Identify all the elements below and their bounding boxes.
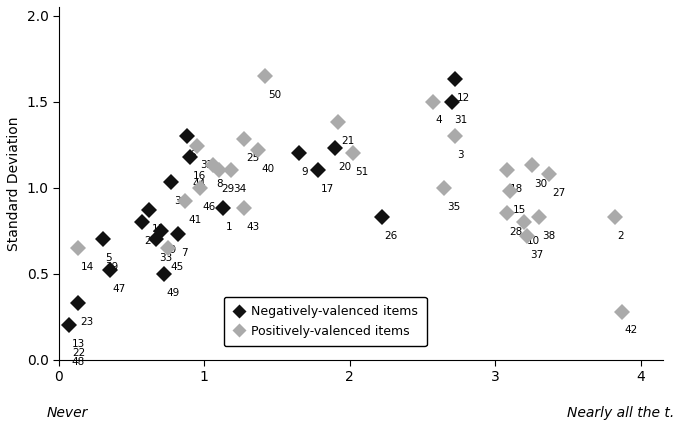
Text: 9: 9 xyxy=(302,167,308,177)
Text: 28: 28 xyxy=(510,227,523,237)
Text: 20: 20 xyxy=(338,162,351,172)
Text: 33: 33 xyxy=(159,253,173,263)
Text: 31: 31 xyxy=(454,115,468,126)
Text: 35: 35 xyxy=(447,201,460,212)
Legend: Negatively-valenced items, Positively-valenced items: Negatively-valenced items, Positively-va… xyxy=(224,297,427,346)
Text: 2: 2 xyxy=(617,231,624,241)
Text: 5
39: 5 39 xyxy=(105,253,118,272)
Text: 15: 15 xyxy=(513,205,526,215)
Text: 42: 42 xyxy=(624,325,638,335)
Text: 32: 32 xyxy=(200,160,213,170)
Text: 43: 43 xyxy=(246,222,260,232)
Text: 46: 46 xyxy=(203,201,216,212)
Text: 30: 30 xyxy=(534,179,547,189)
Text: 1: 1 xyxy=(226,222,233,232)
Text: 12: 12 xyxy=(458,93,471,103)
Text: 3: 3 xyxy=(458,150,464,160)
Text: 18: 18 xyxy=(510,184,523,194)
Text: 6: 6 xyxy=(190,150,197,160)
Text: 40: 40 xyxy=(261,164,274,174)
Text: 11: 11 xyxy=(152,224,165,234)
Text: 13
22
48: 13 22 48 xyxy=(72,339,85,367)
Text: 37: 37 xyxy=(530,250,543,260)
Text: 34: 34 xyxy=(233,184,247,194)
Text: 25: 25 xyxy=(246,153,260,163)
Y-axis label: Standard Deviation: Standard Deviation xyxy=(7,116,21,250)
Text: 4: 4 xyxy=(435,115,442,126)
Text: 29: 29 xyxy=(222,184,235,194)
Text: 50: 50 xyxy=(268,90,282,100)
Text: 7: 7 xyxy=(181,248,188,258)
Text: 16
44: 16 44 xyxy=(192,170,206,190)
Text: 23: 23 xyxy=(81,317,94,327)
Text: 24: 24 xyxy=(145,236,158,246)
Text: 21: 21 xyxy=(341,136,354,146)
Text: 45: 45 xyxy=(171,262,184,272)
Text: 14: 14 xyxy=(81,262,94,272)
Text: 19: 19 xyxy=(163,244,177,255)
Text: 51: 51 xyxy=(356,167,369,177)
Text: 27: 27 xyxy=(552,188,565,198)
Text: 36: 36 xyxy=(173,196,187,206)
Text: 47: 47 xyxy=(113,284,126,294)
Text: 10: 10 xyxy=(527,236,540,246)
Text: 49: 49 xyxy=(167,288,180,297)
Text: 26: 26 xyxy=(385,231,398,241)
Text: Nearly all the t.: Nearly all the t. xyxy=(567,406,675,420)
Text: 41: 41 xyxy=(188,215,201,225)
Text: Never: Never xyxy=(47,406,88,420)
Text: 8: 8 xyxy=(216,179,222,189)
Text: 17: 17 xyxy=(320,184,334,194)
Text: 38: 38 xyxy=(542,231,555,241)
